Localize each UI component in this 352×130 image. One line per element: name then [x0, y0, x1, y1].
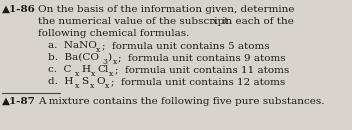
- Text: x: x: [75, 82, 79, 90]
- Text: ;  formula unit contains 12 atoms: ; formula unit contains 12 atoms: [111, 77, 285, 86]
- Text: d.  H: d. H: [48, 77, 73, 86]
- Text: O: O: [96, 77, 105, 86]
- Text: 3: 3: [102, 58, 107, 66]
- Text: ▲1-87: ▲1-87: [2, 97, 36, 106]
- Text: ▲1-86: ▲1-86: [2, 5, 36, 14]
- Text: x: x: [105, 82, 109, 90]
- Text: a.  NaNO: a. NaNO: [48, 41, 97, 50]
- Text: b.  Ba(CO: b. Ba(CO: [48, 53, 99, 62]
- Text: H: H: [81, 65, 90, 74]
- Text: ): ): [107, 53, 111, 62]
- Text: ;  formula unit contains 5 atoms: ; formula unit contains 5 atoms: [102, 41, 270, 50]
- Text: On the basis of the information given, determine: On the basis of the information given, d…: [38, 5, 295, 14]
- Text: the numerical value of the subscript: the numerical value of the subscript: [38, 17, 232, 26]
- Text: x: x: [91, 70, 95, 78]
- Text: x: x: [212, 17, 218, 26]
- Text: ;  formula unit contains 11 atoms: ; formula unit contains 11 atoms: [115, 65, 289, 74]
- Text: in each of the: in each of the: [219, 17, 294, 26]
- Text: c.  C: c. C: [48, 65, 71, 74]
- Text: x: x: [109, 70, 113, 78]
- Text: Cl: Cl: [97, 65, 108, 74]
- Text: ;  formula unit contains 9 atoms: ; formula unit contains 9 atoms: [118, 53, 285, 62]
- Text: x: x: [96, 46, 100, 54]
- Text: x: x: [113, 58, 117, 66]
- Text: x: x: [75, 70, 79, 78]
- Text: following chemical formulas.: following chemical formulas.: [38, 29, 189, 38]
- Text: x: x: [90, 82, 94, 90]
- Text: A mixture contains the following five pure substances.: A mixture contains the following five pu…: [38, 97, 325, 106]
- Text: S: S: [81, 77, 88, 86]
